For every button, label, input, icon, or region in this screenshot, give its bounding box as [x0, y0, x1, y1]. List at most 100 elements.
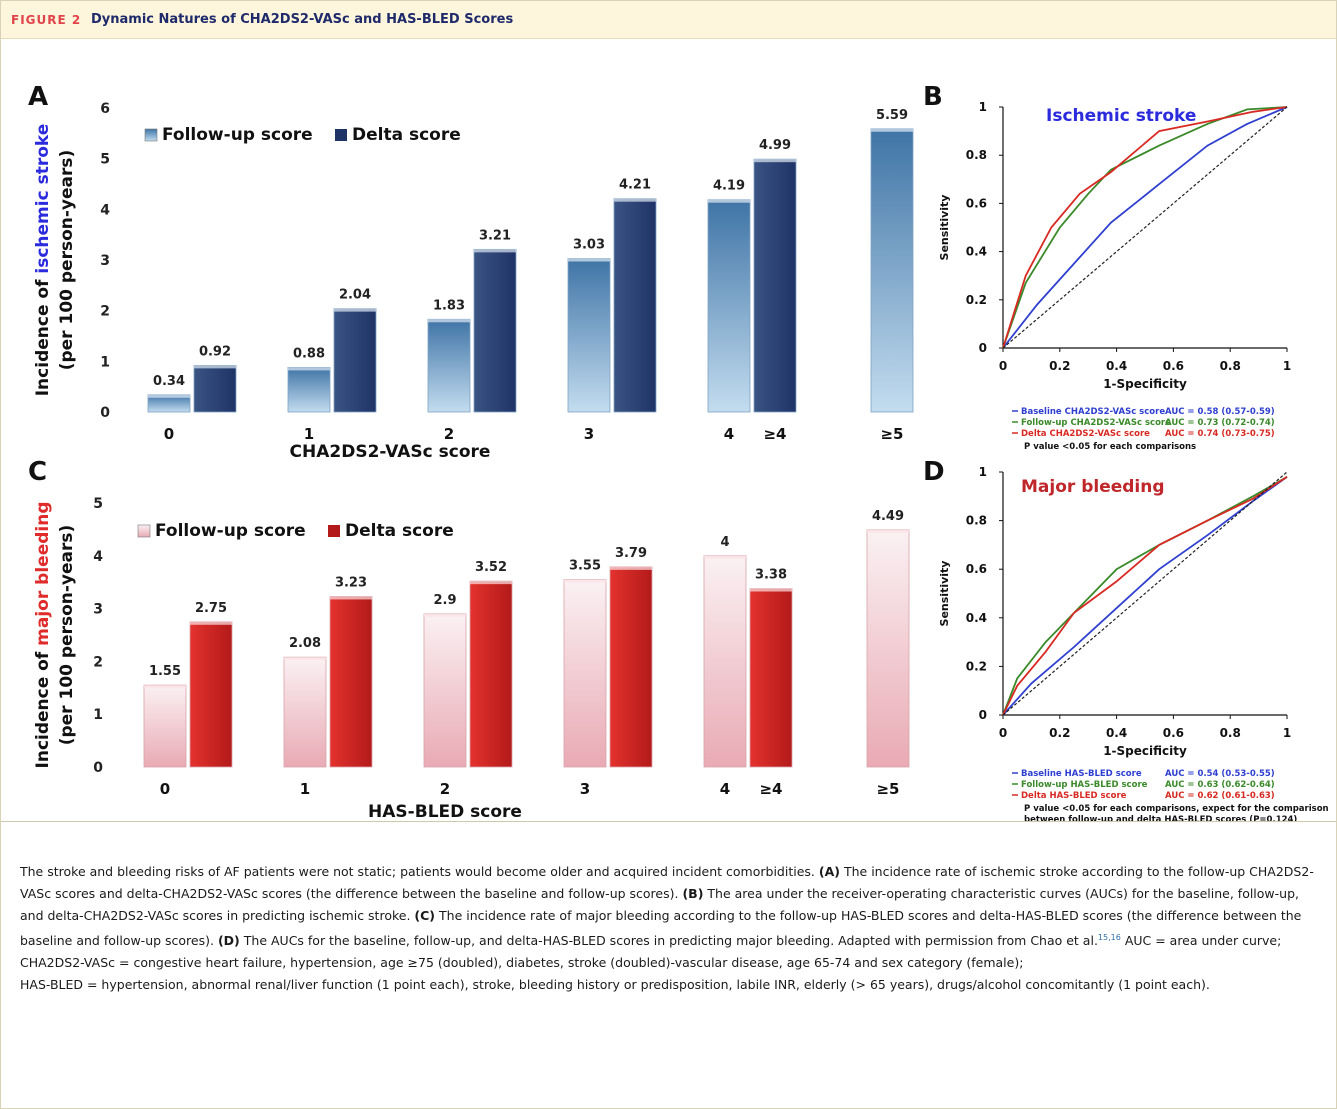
panel-c-bar-followup-value: 3.55	[569, 559, 601, 574]
panel-b-x-tick: 0.8	[1220, 359, 1241, 373]
panel-b-roc-line-0	[1002, 106, 1288, 349]
panel-a-x-tick: 3	[584, 425, 594, 443]
panel-c-letter: C	[28, 457, 47, 487]
panel-c-legend-followup: Follow-up score	[155, 521, 306, 541]
panel-a-legend-delta: Delta score	[352, 125, 461, 145]
panel-b-roc-line-reference	[1002, 106, 1288, 349]
panel-b-y-tick: 0.6	[966, 196, 987, 210]
panel-b-y-tick: 0.4	[966, 245, 987, 259]
panel-a-ylabel-highlight: ischemic stroke	[33, 124, 53, 274]
panel-c-bar-delta-bevel	[750, 588, 792, 592]
figure-canvas: A 0 1 2 3 4 5 6 Incidence of ischemic stroke (per…	[28, 82, 1329, 821]
panel-a-bar-followup-value: 0.88	[293, 346, 325, 361]
panel-c-x-tick: 1	[300, 780, 310, 798]
panel-a-ylabel-prefix: Incidence of	[33, 274, 53, 397]
caption-abbr-hasbled: HAS-BLED = hypertension, abnormal renal/…	[20, 977, 1210, 993]
panel-a-bar-followup	[427, 318, 471, 413]
panel-b-legend-name: Baseline CHA2DS2-VASc score	[1021, 407, 1165, 417]
panel-a-bar-followup-bevel	[871, 128, 913, 132]
panel-b-x-tick: 0.2	[1049, 359, 1070, 373]
panel-b-legend-name: Delta CHA2DS2-VASc score	[1021, 429, 1150, 439]
caption-c-label: (C)	[414, 908, 436, 923]
panel-b-x-tick: 0.4	[1106, 359, 1127, 373]
panel-d-title: Major bleeding	[1021, 477, 1165, 497]
panel-b-legend-auc: AUC = 0.74 (0.73-0.75)	[1165, 429, 1275, 439]
panel-c-xlabel: HAS-BLED score	[368, 802, 522, 821]
panel-a-bar-followup-value: 1.83	[433, 298, 465, 313]
panel-a-bar-followup-value: 4.19	[713, 179, 745, 194]
caption-refs: 15,16	[1097, 933, 1121, 942]
panel-d-y-tick: 0.4	[966, 611, 987, 625]
panel-a-bar-delta-value: 0.92	[199, 344, 231, 359]
panel-a-x-tick: 4	[724, 425, 734, 443]
panel-a-ylabel-line1: Incidence of ischemic stroke	[33, 124, 53, 397]
panel-b-legend-name: Follow-up CHA2DS2-VASc score	[1021, 418, 1171, 428]
panel-c-bar-delta	[469, 580, 513, 768]
panel-d-y-tick: 0.8	[966, 514, 987, 528]
panel-a-bar-delta	[753, 158, 797, 413]
panel-c-y-tick: 5	[93, 496, 103, 512]
panel-b-letter: B	[923, 82, 943, 112]
caption-abbr-cha2ds2vasc: CHA2DS2-VASc = congestive heart failure,…	[20, 955, 1024, 971]
panel-d-y-tick: 1	[979, 465, 987, 479]
panel-c-ylabel-prefix: Incidence of	[33, 646, 53, 769]
panel-c-y-tick: 3	[93, 602, 103, 618]
panel-c-x-tick: ≥4	[759, 780, 782, 798]
panel-a-x-tick: 2	[444, 425, 454, 443]
panel-d-x-tick: 0.4	[1106, 726, 1127, 740]
panel-a-bar-followup	[870, 128, 914, 413]
panel-a-bar-followup	[287, 367, 331, 413]
panel-d-y-tick: 0.2	[966, 659, 987, 673]
panel-c-bar-followup-value: 2.08	[289, 636, 321, 651]
panel-c-bar-followup-bevel	[564, 579, 606, 583]
panel-a-bar-followup-value: 0.34	[153, 374, 185, 389]
panel-a-bar-delta-value: 4.99	[759, 138, 791, 153]
panel-a-bar-followup-value: 5.59	[876, 108, 908, 123]
panel-c-x-tick: 3	[580, 780, 590, 798]
panel-d-note-line2: between follow-up and delta HAS-BLED sco…	[1024, 815, 1297, 821]
panel-c-bar-followup	[563, 579, 607, 768]
panel-a-y-tick: 1	[100, 354, 110, 370]
panel-c-ylabel: Incidence of major bleeding (per 100 pers…	[33, 502, 77, 769]
panel-a-bar-delta	[613, 198, 657, 413]
panel-a-bar-delta-bevel	[474, 249, 516, 253]
panel-c-y-tick: 2	[93, 654, 103, 670]
caption-c-text: The incidence rate of major bleeding acc…	[20, 908, 1302, 949]
panel-c-bar-delta-value: 3.23	[335, 575, 367, 590]
panel-c-ylabel-line2: (per 100 person-years)	[57, 525, 77, 746]
figure-title: Dynamic Natures of CHA2DS2-VASc and HAS-…	[91, 12, 514, 27]
caption-b-text: The area under the receiver-operating ch…	[20, 886, 1299, 923]
panel-b-title: Ischemic stroke	[1046, 106, 1196, 126]
panel-d-y-tick: 0.6	[966, 562, 987, 576]
panel-a-x-tick: ≥5	[880, 425, 903, 443]
panel-c-y-tick: 0	[93, 760, 103, 776]
panel-a-y-tick: 0	[100, 405, 110, 421]
panel-c-bar-followup	[866, 529, 910, 768]
panel-d-x-tick: 0	[999, 726, 1007, 740]
panel-a-bar-delta-value: 4.21	[619, 178, 651, 193]
panel-c-x-tick: 0	[160, 780, 170, 798]
panel-c-bar-followup-bevel	[424, 613, 466, 617]
panel-a-bar-followup-bevel	[288, 367, 330, 371]
panel-a-letter: A	[28, 82, 48, 112]
caption-d-text: The AUCs for the baseline, follow-up, an…	[243, 933, 1098, 949]
panel-d-roc-line-1	[1002, 476, 1288, 716]
panel-d-roc-line-reference	[1002, 471, 1288, 716]
panel-a-bar-followup	[707, 199, 751, 413]
panel-d-legend-auc: AUC = 0.54 (0.53-0.55)	[1165, 769, 1275, 779]
panel-c-ylabel-highlight: major bleeding	[33, 502, 53, 646]
panel-c-ylabel-line1: Incidence of major bleeding	[33, 502, 53, 769]
panel-d-x-tick: 0.2	[1049, 726, 1070, 740]
panel-c-bar-delta	[189, 621, 233, 768]
panel-a-bar-delta-bevel	[614, 198, 656, 202]
panel-c-y-tick: 4	[93, 549, 103, 565]
panel-d-ylabel: Sensitivity	[938, 561, 951, 627]
panel-c-bar-delta-value: 2.75	[195, 601, 227, 616]
caption-a-label: (A)	[818, 864, 840, 879]
panel-a-bar-delta	[333, 308, 377, 413]
panel-a-y-tick: 6	[100, 101, 110, 117]
panel-a-x-tick: 0	[164, 425, 174, 443]
panel-a-y-tick: 5	[100, 152, 110, 168]
panel-b-note: P value <0.05 for each comparisons	[1024, 442, 1196, 452]
panel-c-y-tick: 1	[93, 707, 103, 723]
